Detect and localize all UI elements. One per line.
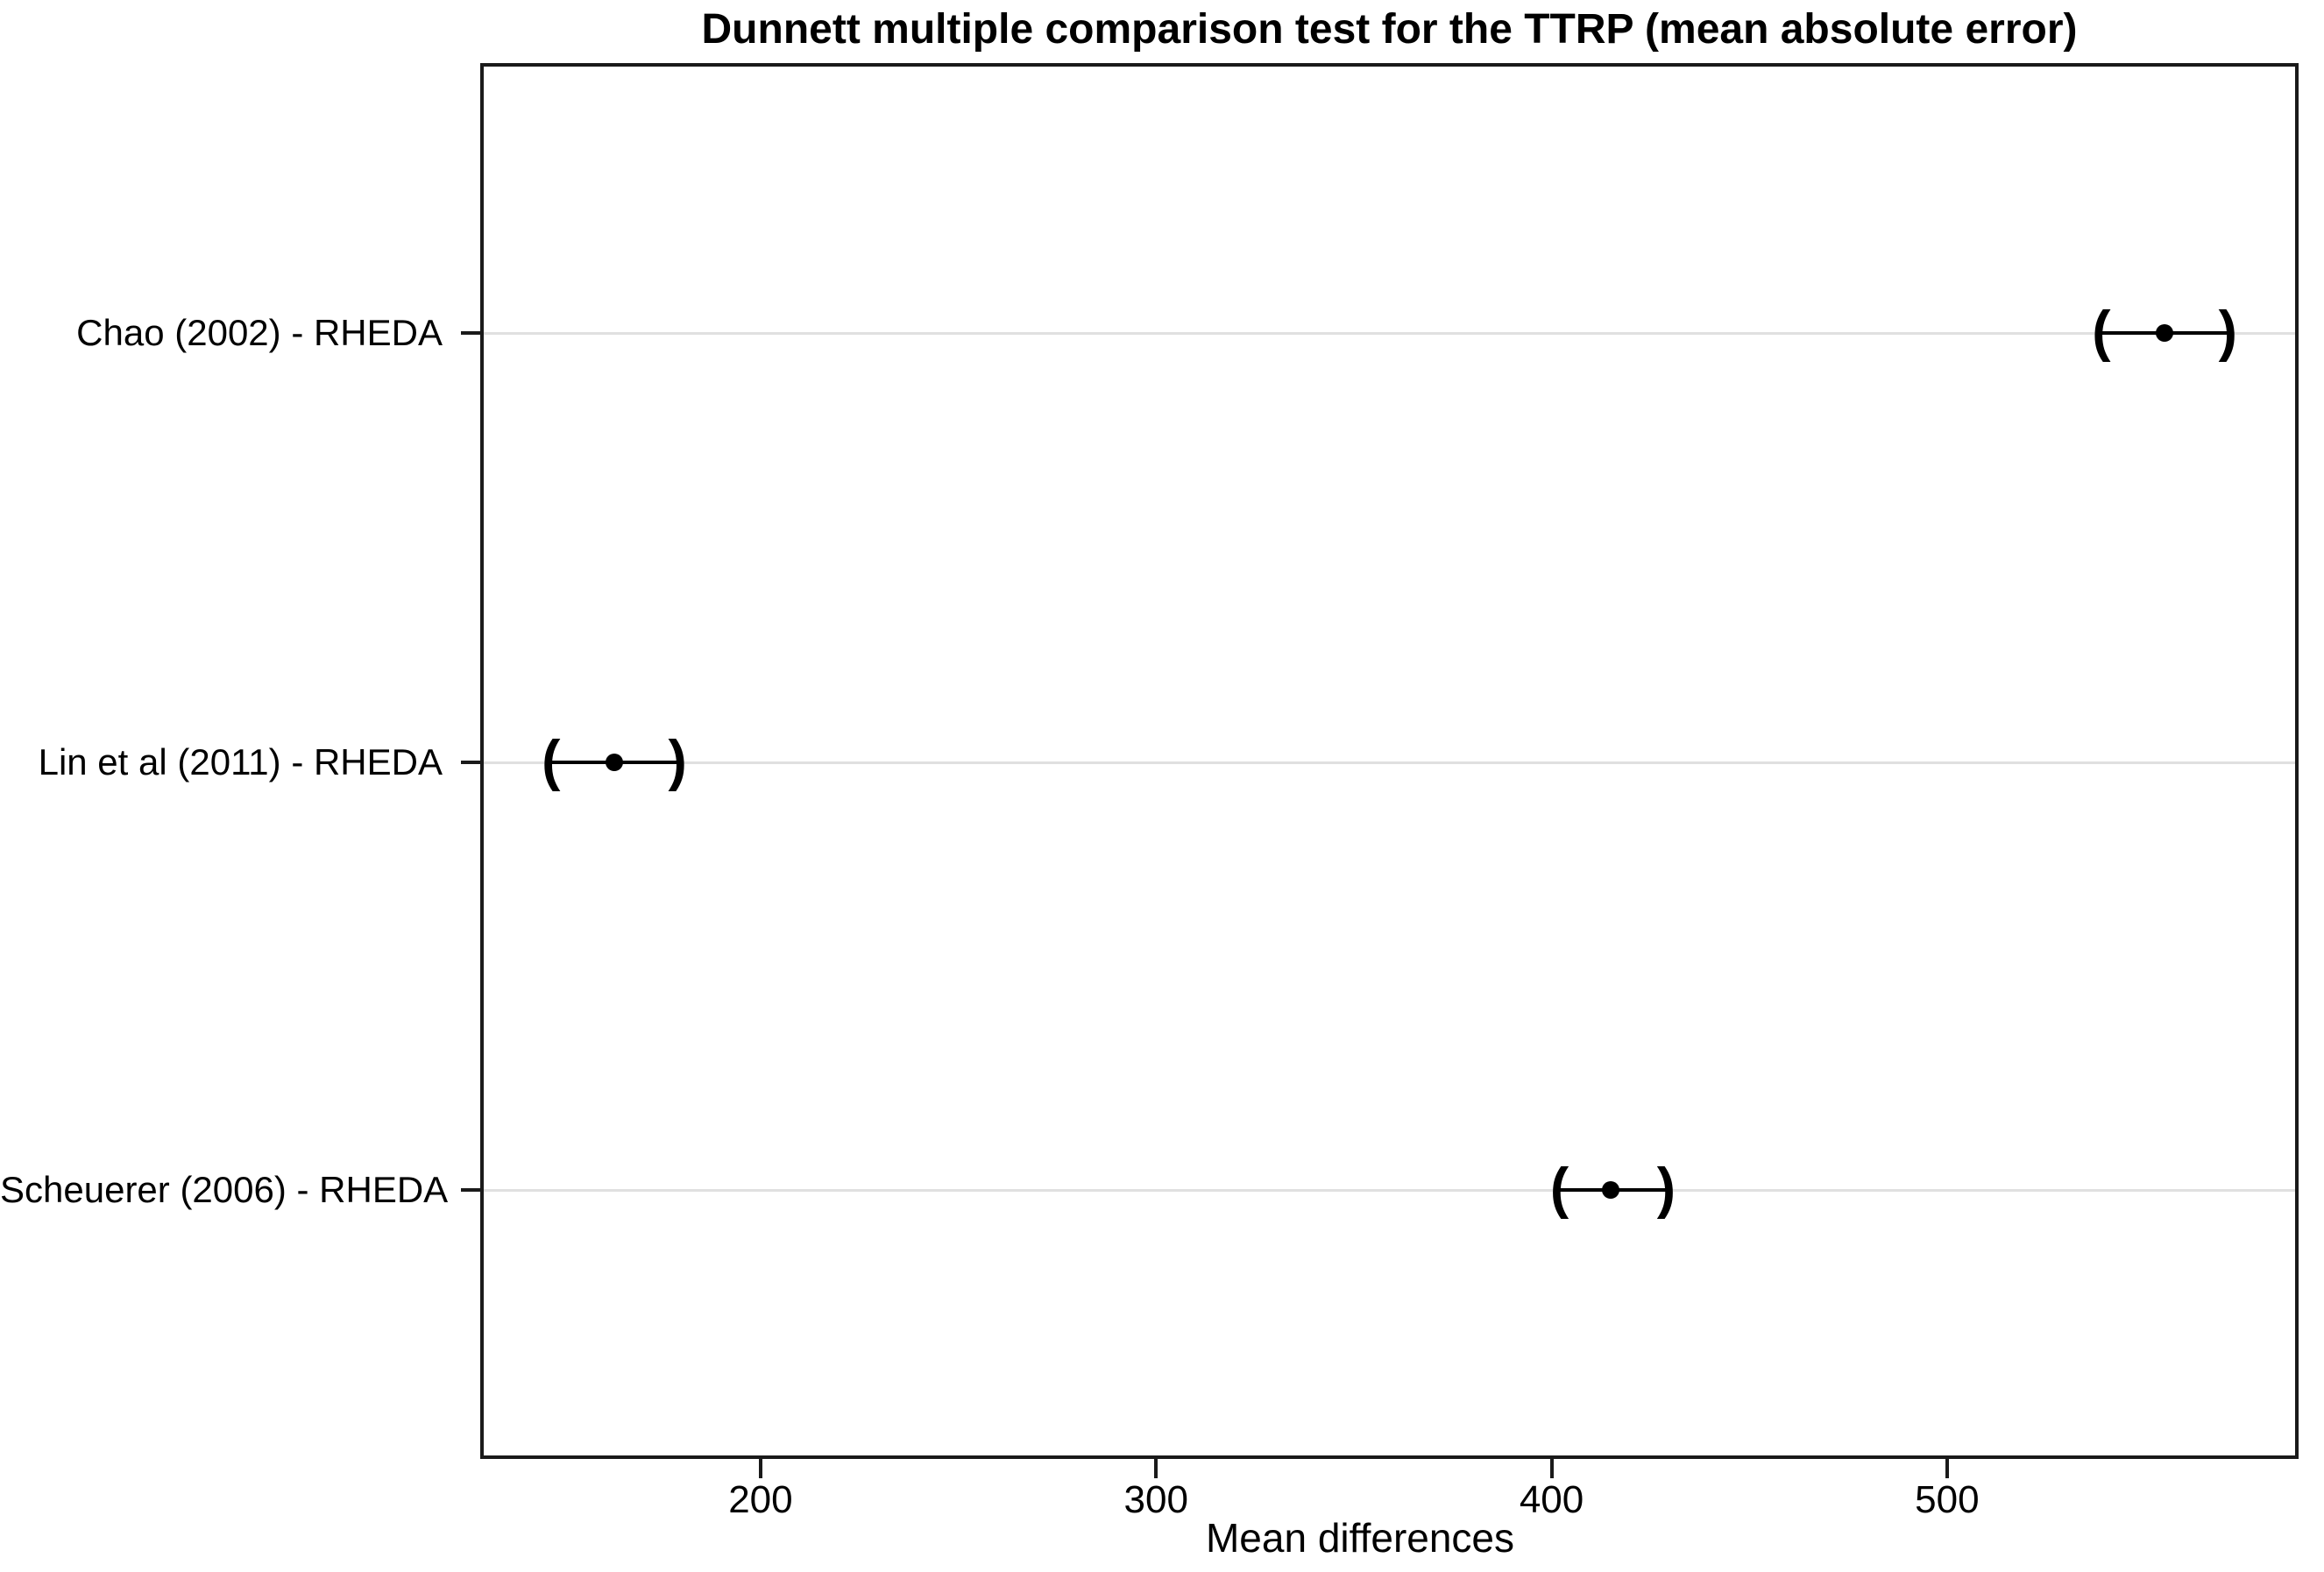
x-axis-tick-label: 200: [728, 1478, 793, 1521]
ci-lower-paren-icon: (: [542, 728, 561, 792]
x-axis-tick: [1549, 1459, 1554, 1478]
y-axis-category-label: Scheuerer (2006) - RHEDA: [0, 1169, 449, 1211]
x-axis-tick-label: 500: [1915, 1478, 1980, 1521]
y-axis-tick: [461, 761, 480, 765]
ci-upper-paren-icon: ): [2218, 299, 2237, 363]
x-axis-tick-label: 300: [1123, 1478, 1188, 1521]
x-axis-label: Mean differences: [1205, 1515, 1515, 1561]
y-axis-category-label: Chao (2002) - RHEDA: [76, 312, 443, 354]
x-axis-tick: [1154, 1459, 1158, 1478]
row-gridline: [484, 331, 2295, 335]
ci-lower-paren-icon: (: [2092, 299, 2111, 363]
y-axis-tick: [461, 331, 480, 336]
row-gridline: [484, 761, 2295, 764]
ci-upper-paren-icon: ): [1656, 1156, 1676, 1220]
mean-dot-icon: [2156, 324, 2174, 343]
x-axis-tick: [1945, 1459, 1949, 1478]
x-axis-tick: [758, 1459, 762, 1478]
ci-upper-paren-icon: ): [668, 728, 687, 792]
chart-title: Dunnett multiple comparison test for the…: [701, 6, 2078, 53]
mean-dot-icon: [1602, 1181, 1620, 1200]
x-axis-tick-label: 400: [1519, 1478, 1584, 1521]
row-gridline: [484, 1188, 2295, 1192]
y-axis-tick: [461, 1188, 480, 1193]
y-axis-category-label: Lin et al (2011) - RHEDA: [38, 741, 443, 783]
plot-area: () () (): [480, 63, 2299, 1459]
ci-lower-paren-icon: (: [1549, 1156, 1569, 1220]
mean-dot-icon: [605, 754, 623, 772]
